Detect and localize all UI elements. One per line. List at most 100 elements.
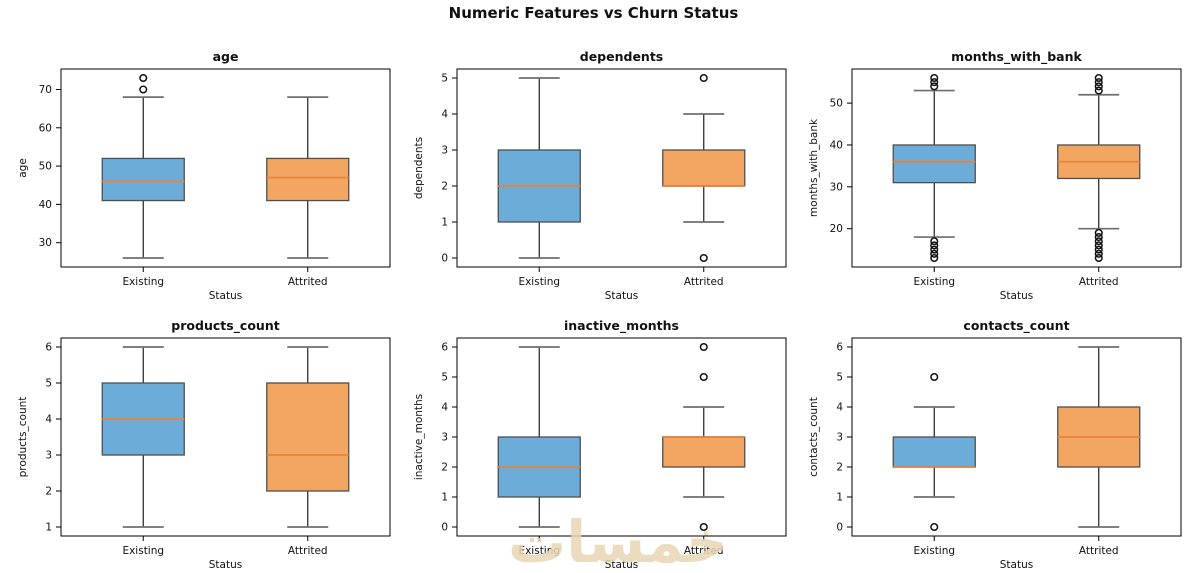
x-axis-label: Status bbox=[209, 559, 242, 571]
subplot-svg-age: age age 30 40 50 60 70 Existing Attrited Status bbox=[17, 49, 391, 302]
outlier-attrited bbox=[699, 522, 708, 532]
box-existing bbox=[892, 144, 976, 184]
box-attrited bbox=[662, 436, 746, 468]
y-tick-label: 0 bbox=[441, 253, 448, 265]
y-tick-label: 70 bbox=[39, 84, 52, 96]
x-tick-label-attrited: Attrited bbox=[684, 276, 724, 288]
y-tick-label: 6 bbox=[441, 342, 448, 354]
x-tick-label-existing: Existing bbox=[122, 276, 164, 288]
y-tick-label: 4 bbox=[441, 402, 448, 414]
x-tick-label-attrited: Attrited bbox=[684, 545, 724, 557]
y-tick-label: 2 bbox=[441, 462, 448, 474]
subplot-title: months_with_bank bbox=[951, 49, 1082, 65]
y-tick-label: 20 bbox=[830, 223, 843, 235]
box-attrited bbox=[266, 382, 350, 492]
outlier-existing bbox=[930, 522, 939, 532]
outlier-attrited bbox=[699, 253, 708, 263]
x-tick-label-attrited: Attrited bbox=[1079, 276, 1119, 288]
subplot-title: contacts_count bbox=[963, 318, 1069, 334]
subplot-title: products_count bbox=[171, 318, 279, 334]
outlier-attrited bbox=[699, 73, 708, 83]
y-tick-label: 3 bbox=[836, 432, 843, 444]
y-axis-label: months_with_bank bbox=[808, 118, 820, 217]
outlier-attrited bbox=[1094, 78, 1103, 87]
x-tick-label-attrited: Attrited bbox=[288, 545, 328, 557]
outlier-attrited bbox=[1094, 86, 1103, 95]
outlier-attrited bbox=[1094, 249, 1103, 258]
outlier-existing bbox=[139, 85, 148, 94]
y-tick-label: 50 bbox=[830, 98, 843, 110]
subplot-products_count: products_count products_count 1 2 3 4 5 6 Existi… bbox=[0, 304, 396, 572]
outlier-attrited bbox=[699, 342, 708, 352]
outlier-attrited bbox=[1094, 253, 1103, 263]
outlier-existing bbox=[930, 73, 939, 83]
outlier-existing bbox=[930, 245, 939, 254]
y-tick-label: 1 bbox=[441, 492, 448, 504]
y-tick-label: 0 bbox=[836, 522, 843, 534]
x-axis-label: Status bbox=[209, 290, 242, 302]
x-tick-label-existing: Existing bbox=[518, 545, 560, 557]
outlier-existing bbox=[139, 73, 148, 83]
y-tick-label: 30 bbox=[830, 181, 843, 193]
subplot-inactive_months: inactive_months inactive_months 0 1 2 3 4 5 6 Exi… bbox=[396, 304, 792, 572]
outlier-existing bbox=[930, 372, 939, 382]
subplot-age: age age 30 40 50 60 70 Existing Attrited Status bbox=[0, 35, 396, 303]
y-axis-label: age bbox=[17, 158, 29, 178]
x-axis-label: Status bbox=[1000, 290, 1033, 302]
y-tick-label: 3 bbox=[441, 145, 448, 157]
y-tick-label: 6 bbox=[45, 342, 52, 354]
box-attrited bbox=[266, 157, 350, 202]
y-tick-label: 50 bbox=[39, 161, 52, 173]
outlier-attrited bbox=[1094, 233, 1103, 242]
y-tick-label: 1 bbox=[836, 492, 843, 504]
x-tick-label-attrited: Attrited bbox=[288, 276, 328, 288]
y-tick-label: 5 bbox=[441, 372, 448, 384]
y-tick-label: 6 bbox=[836, 342, 843, 354]
y-tick-label: 2 bbox=[836, 462, 843, 474]
subplot-title: dependents bbox=[580, 49, 664, 64]
y-tick-label: 3 bbox=[45, 450, 52, 462]
outlier-existing bbox=[930, 78, 939, 87]
box-existing bbox=[101, 157, 185, 202]
y-tick-label: 40 bbox=[830, 139, 843, 151]
subplot-svg-contacts_count: contacts_count contacts_count 0 1 2 3 4 5 6 Exist… bbox=[808, 318, 1182, 571]
x-axis-label: Status bbox=[1000, 559, 1033, 571]
y-tick-label: 4 bbox=[441, 109, 448, 121]
outlier-attrited bbox=[699, 372, 708, 382]
y-tick-label: 40 bbox=[39, 199, 52, 211]
x-tick-label-existing: Existing bbox=[913, 276, 955, 288]
subplot-months_with_bank: months_with_bank months_with_bank 20 30 40 50… bbox=[791, 35, 1187, 303]
y-tick-label: 1 bbox=[441, 217, 448, 229]
outlier-attrited bbox=[1094, 245, 1103, 254]
subplot-svg-inactive_months: inactive_months inactive_months 0 1 2 3 4 5 6 Exi… bbox=[413, 318, 787, 571]
y-tick-label: 30 bbox=[39, 237, 52, 249]
y-tick-label: 1 bbox=[45, 522, 52, 534]
y-axis-label: dependents bbox=[413, 137, 425, 199]
outlier-attrited bbox=[1094, 73, 1103, 83]
outlier-attrited bbox=[1094, 237, 1103, 246]
y-tick-label: 5 bbox=[441, 73, 448, 85]
outlier-attrited bbox=[1094, 228, 1103, 237]
outlier-existing bbox=[930, 82, 939, 91]
box-attrited bbox=[662, 149, 746, 187]
y-axis-label: inactive_months bbox=[413, 394, 425, 480]
subplot-dependents: dependents dependents 0 1 2 3 4 5 Existing Attrit… bbox=[396, 35, 792, 303]
y-tick-label: 2 bbox=[441, 181, 448, 193]
x-tick-label-attrited: Attrited bbox=[1079, 545, 1119, 557]
y-tick-label: 3 bbox=[441, 432, 448, 444]
y-tick-label: 5 bbox=[45, 378, 52, 390]
y-tick-label: 5 bbox=[836, 372, 843, 384]
x-tick-label-existing: Existing bbox=[518, 276, 560, 288]
subplot-svg-dependents: dependents dependents 0 1 2 3 4 5 Existing Attrit… bbox=[413, 49, 787, 302]
x-axis-label: Status bbox=[605, 559, 638, 571]
outlier-existing bbox=[930, 253, 939, 263]
subplot-svg-months_with_bank: months_with_bank months_with_bank 20 30 40 50… bbox=[808, 49, 1182, 302]
y-axis-label: products_count bbox=[17, 397, 29, 478]
x-tick-label-existing: Existing bbox=[913, 545, 955, 557]
subplot-title: inactive_months bbox=[564, 318, 679, 334]
outlier-existing bbox=[930, 249, 939, 258]
x-tick-label-existing: Existing bbox=[122, 545, 164, 557]
x-axis-label: Status bbox=[605, 290, 638, 302]
y-tick-label: 4 bbox=[836, 402, 843, 414]
